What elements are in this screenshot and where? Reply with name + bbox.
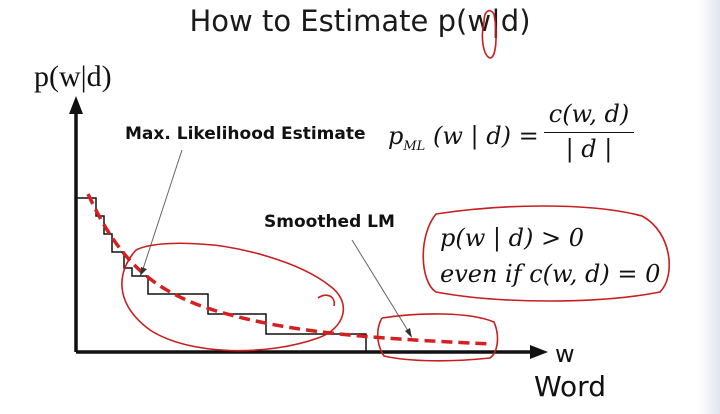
smoothed-label: Smoothed LM bbox=[264, 212, 395, 232]
ml-fraction: c(w, d) | d | bbox=[540, 100, 638, 163]
slide-edge bbox=[698, 0, 720, 414]
ml-label: Max. Likelihood Estimate bbox=[125, 124, 366, 144]
slide-title: How to Estimate p(w|d) bbox=[189, 4, 531, 38]
ml-formula-args: (w | d) = bbox=[432, 122, 539, 150]
ml-formula: pML (w | d) = bbox=[388, 122, 539, 154]
fraction-bar bbox=[544, 132, 634, 133]
ml-formula-sub: ML bbox=[403, 139, 426, 154]
x-axis-symbol: w bbox=[555, 340, 575, 368]
ml-denominator: | d | bbox=[565, 135, 613, 163]
x-axis-arrow bbox=[530, 345, 548, 359]
smoothed-curve bbox=[86, 193, 493, 346]
ink-hook-mark bbox=[317, 294, 336, 307]
y-axis-label: p(w|d) bbox=[34, 60, 112, 93]
y-axis-arrow bbox=[69, 96, 83, 114]
ml-numerator: c(w, d) bbox=[548, 100, 630, 128]
ink-tail-box bbox=[376, 313, 499, 362]
condition-even-if: even if c(w, d) = 0 bbox=[440, 260, 661, 288]
ink-title-circle bbox=[481, 9, 497, 59]
smoothed-pointer-line bbox=[351, 239, 411, 335]
ml-formula-p: p bbox=[388, 122, 404, 150]
ink-loop-curve bbox=[121, 242, 345, 352]
condition-positive: p(w | d) > 0 bbox=[440, 224, 584, 252]
ml-pointer-line bbox=[141, 149, 183, 273]
smoothed-pointer-head bbox=[405, 328, 412, 338]
x-axis-label: Word bbox=[534, 370, 606, 403]
ml-step-line bbox=[76, 197, 367, 352]
ink-formula-loop bbox=[422, 205, 671, 302]
ml-pointer-head bbox=[140, 267, 147, 276]
